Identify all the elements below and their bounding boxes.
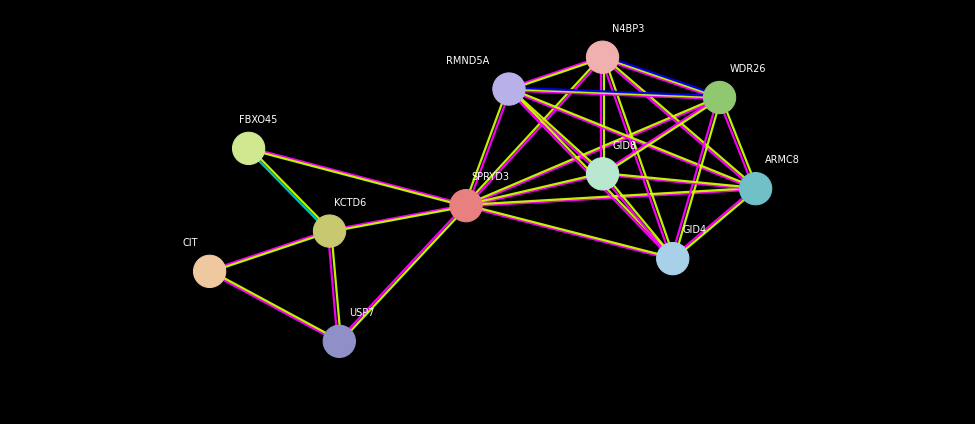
Ellipse shape <box>586 41 619 73</box>
Text: CIT: CIT <box>182 238 198 248</box>
Ellipse shape <box>656 243 689 275</box>
Ellipse shape <box>703 81 736 114</box>
Ellipse shape <box>232 132 265 165</box>
Text: GID8: GID8 <box>612 140 637 151</box>
Ellipse shape <box>739 173 772 205</box>
Ellipse shape <box>492 73 526 105</box>
Ellipse shape <box>313 215 346 247</box>
Ellipse shape <box>323 325 356 357</box>
Ellipse shape <box>449 190 483 222</box>
Ellipse shape <box>193 255 226 287</box>
Text: USP7: USP7 <box>349 308 374 318</box>
Text: N4BP3: N4BP3 <box>612 24 644 34</box>
Text: WDR26: WDR26 <box>729 64 765 74</box>
Text: KCTD6: KCTD6 <box>334 198 367 208</box>
Text: ARMC8: ARMC8 <box>765 155 800 165</box>
Ellipse shape <box>586 158 619 190</box>
Text: SPRYD3: SPRYD3 <box>471 172 509 182</box>
Text: GID4: GID4 <box>682 225 707 235</box>
Text: FBXO45: FBXO45 <box>239 115 277 125</box>
Text: RMND5A: RMND5A <box>446 56 488 66</box>
